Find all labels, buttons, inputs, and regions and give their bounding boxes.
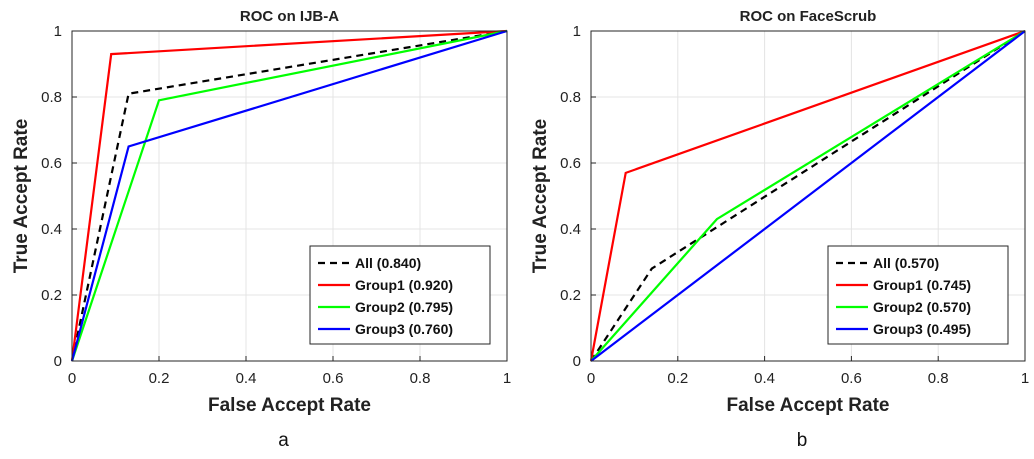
x-tick-label: 0.4 <box>236 370 257 387</box>
x-tick-label: 1 <box>1021 370 1029 387</box>
axes-box <box>71 30 508 362</box>
legend-entry: All (0.840) <box>355 255 421 271</box>
legend: All (0.840) Group1 (0.920) Group2 (0.795) G… <box>309 245 491 345</box>
y-tick-label: 0.6 <box>41 155 62 172</box>
x-tick-label: 0.8 <box>928 370 949 387</box>
series-line-1 <box>70 29 508 362</box>
x-tick-label: 0.8 <box>410 370 431 387</box>
legend-box <box>309 245 491 345</box>
y-tick-label: 1 <box>54 23 62 40</box>
y-tick-label: 1 <box>573 23 581 40</box>
legend-entry: Group3 (0.495) <box>873 321 971 337</box>
legend-box <box>827 245 1009 345</box>
legend: All (0.570) Group1 (0.745) Group2 (0.570) G… <box>827 245 1009 345</box>
roc-panel-a: 0 0.2 0.4 0.6 0.8 1 0 0.2 0.4 0.6 0.8 1 ROC on IJB-A… <box>11 8 511 451</box>
y-tick-label: 0.4 <box>560 221 581 238</box>
axes-box <box>590 30 1026 362</box>
x-tick-label: 0 <box>68 370 76 387</box>
legend-entry: Group1 (0.920) <box>355 277 453 293</box>
series-line-0 <box>70 29 508 362</box>
series-line-1 <box>589 29 1026 362</box>
x-tick-label: 1 <box>503 370 511 387</box>
roc-panel-b: 0 0.2 0.4 0.6 0.8 1 0 0.2 0.4 0.6 0.8 1 ROC on FaceS… <box>530 8 1029 451</box>
series-line-3 <box>70 29 508 362</box>
x-axis-label: False Accept Rate <box>208 395 371 416</box>
x-tick-label: 0.2 <box>149 370 170 387</box>
y-tick-label: 0 <box>54 353 62 370</box>
panel-label: a <box>278 430 289 451</box>
x-tick-label: 0.4 <box>754 370 775 387</box>
series-line-3 <box>590 30 1026 362</box>
y-tick-label: 0.8 <box>560 89 581 106</box>
x-tick-label: 0 <box>587 370 595 387</box>
legend-entry: Group1 (0.745) <box>873 277 971 293</box>
x-tick-label: 0.6 <box>841 370 862 387</box>
legend-entry: Group2 (0.570) <box>873 299 971 315</box>
legend-entry: All (0.570) <box>873 255 939 271</box>
chart-title: ROC on IJB-A <box>240 8 339 25</box>
chart-title: ROC on FaceScrub <box>740 8 877 25</box>
y-tick-label: 0 <box>573 353 581 370</box>
x-axis-label: False Accept Rate <box>727 395 890 416</box>
legend-entry: Group3 (0.760) <box>355 321 453 337</box>
x-tick-label: 0.2 <box>667 370 688 387</box>
series-line-0 <box>590 30 1026 362</box>
y-tick-label: 0.2 <box>41 287 62 304</box>
y-tick-label: 0.8 <box>41 89 62 106</box>
panel-label: b <box>797 430 808 451</box>
y-tick-label: 0.2 <box>560 287 581 304</box>
y-tick-label: 0.4 <box>41 221 62 238</box>
y-tick-label: 0.6 <box>560 155 581 172</box>
y-axis-label: True Accept Rate <box>530 119 551 274</box>
series-line-2 <box>590 30 1026 362</box>
legend-entry: Group2 (0.795) <box>355 299 453 315</box>
series-line-2 <box>70 29 508 362</box>
y-axis-label: True Accept Rate <box>11 119 32 274</box>
x-tick-label: 0.6 <box>323 370 344 387</box>
